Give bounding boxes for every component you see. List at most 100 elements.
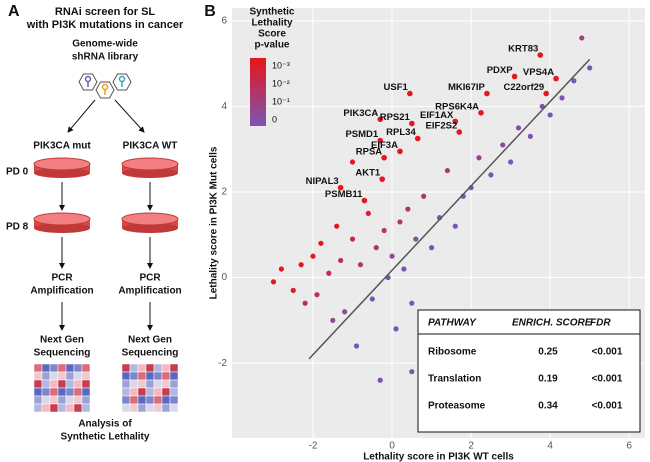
colorbar-label: 10⁻³: [272, 60, 290, 70]
gene-label: RPSA: [356, 146, 383, 157]
table-cell: <0.001: [592, 401, 623, 412]
point: [318, 240, 324, 246]
point: [421, 193, 427, 199]
heatmap-cell: [49, 379, 59, 389]
heatmap-cell: [137, 395, 147, 405]
table-cell: 0.19: [538, 374, 558, 385]
heatmap-cell: [41, 379, 51, 389]
hexagon: [112, 73, 132, 91]
point: [515, 125, 522, 131]
point: [369, 296, 375, 302]
gene-label: RPL34: [386, 127, 416, 138]
dish: [121, 212, 179, 226]
point: [278, 266, 285, 272]
heatmap-cell: [57, 379, 67, 389]
step-label: PCR: [51, 273, 73, 284]
point: [338, 257, 344, 264]
point: [326, 270, 332, 276]
heatmap-cell: [49, 395, 59, 405]
stage-label: PD 0: [6, 167, 29, 178]
gene-point: [537, 52, 544, 58]
step-label: Next Gen: [40, 335, 84, 346]
gene-label: USF1: [384, 82, 409, 93]
heatmap-cell: [41, 403, 51, 413]
point: [334, 223, 340, 229]
point: [357, 262, 364, 268]
y-tick-label: -2: [218, 358, 227, 369]
heatmap-cell: [129, 363, 139, 373]
heatmap-cell: [121, 363, 131, 373]
shrna: [101, 83, 109, 91]
x-tick-label: 6: [626, 441, 632, 452]
heatmap-cell: [81, 403, 91, 413]
heatmap-cell: [153, 363, 163, 373]
heatmap-cell: [49, 403, 59, 413]
table-cell: Translation: [428, 374, 481, 385]
point: [397, 219, 403, 225]
heatmap-cell: [33, 403, 43, 413]
gene-point: [478, 110, 484, 116]
gene-point: [456, 129, 463, 135]
gene-label: RPS21: [380, 112, 411, 123]
heatmap-cell: [161, 363, 171, 373]
heatmap-cell: [73, 395, 83, 405]
heatmap-cell: [65, 371, 75, 381]
gene-label: C22orf29: [504, 82, 545, 93]
colorbar-title: Lethality: [251, 18, 293, 29]
point: [393, 326, 399, 332]
panel-label: B: [204, 3, 216, 20]
x-axis-title: Lethality score in PI3K WT cells: [363, 452, 514, 462]
y-tick-label: 4: [221, 101, 227, 112]
dish: [34, 223, 90, 233]
x-tick-label: 0: [389, 441, 395, 452]
title: with PI3K mutations in cancer: [26, 19, 184, 31]
point: [330, 317, 336, 323]
gene-point: [407, 90, 413, 97]
heatmap-cell: [137, 379, 147, 389]
hexagon: [78, 73, 98, 91]
stage-label: PD 8: [6, 222, 29, 233]
heatmap-cell: [161, 387, 171, 397]
x-tick-label: 4: [547, 441, 553, 452]
dish: [33, 212, 91, 226]
heatmap-cell: [65, 395, 75, 405]
table-header: PATHWAY: [428, 318, 477, 329]
heatmap-cell: [169, 403, 179, 413]
point: [377, 377, 383, 383]
heatmap-cell: [137, 403, 147, 413]
step-label: PCR: [139, 273, 161, 284]
point: [342, 309, 348, 315]
gene-label: KRT83: [508, 44, 538, 55]
gene-label: PSMB11: [325, 189, 363, 200]
gene-label: EIF2S2: [426, 121, 458, 132]
heatmap-cell: [65, 403, 75, 413]
library-label: Genome-wide: [72, 39, 138, 50]
gene-point: [337, 184, 344, 191]
colorbar-label: 10⁻¹: [272, 96, 290, 106]
step-label: Amplification: [118, 286, 181, 297]
arm-label: PIK3CA mut: [33, 141, 91, 152]
heatmap-cell: [129, 371, 139, 381]
table-cell: 0.25: [538, 347, 558, 358]
heatmap-cell: [41, 363, 51, 373]
gene-point: [397, 148, 403, 155]
heatmap-cell: [81, 363, 91, 373]
point: [373, 245, 379, 251]
table-header: FDR: [590, 318, 611, 329]
point: [587, 65, 593, 71]
heatmap-cell: [145, 379, 155, 389]
heatmap-cell: [33, 371, 43, 381]
dish: [121, 157, 179, 171]
heatmap-cell: [137, 363, 147, 373]
y-tick-label: 2: [221, 187, 227, 198]
colorbar-label: 10⁻²: [272, 78, 290, 88]
heatmap-cell: [65, 387, 75, 397]
gene-label: PDXP: [487, 65, 514, 76]
heatmap-cell: [169, 379, 179, 389]
heatmap-cell: [49, 371, 59, 381]
gene-point: [484, 90, 490, 97]
table-box: [417, 309, 641, 433]
heatmap-cell: [57, 395, 67, 405]
shrna: [84, 75, 92, 83]
heatmap-cell: [33, 387, 43, 397]
